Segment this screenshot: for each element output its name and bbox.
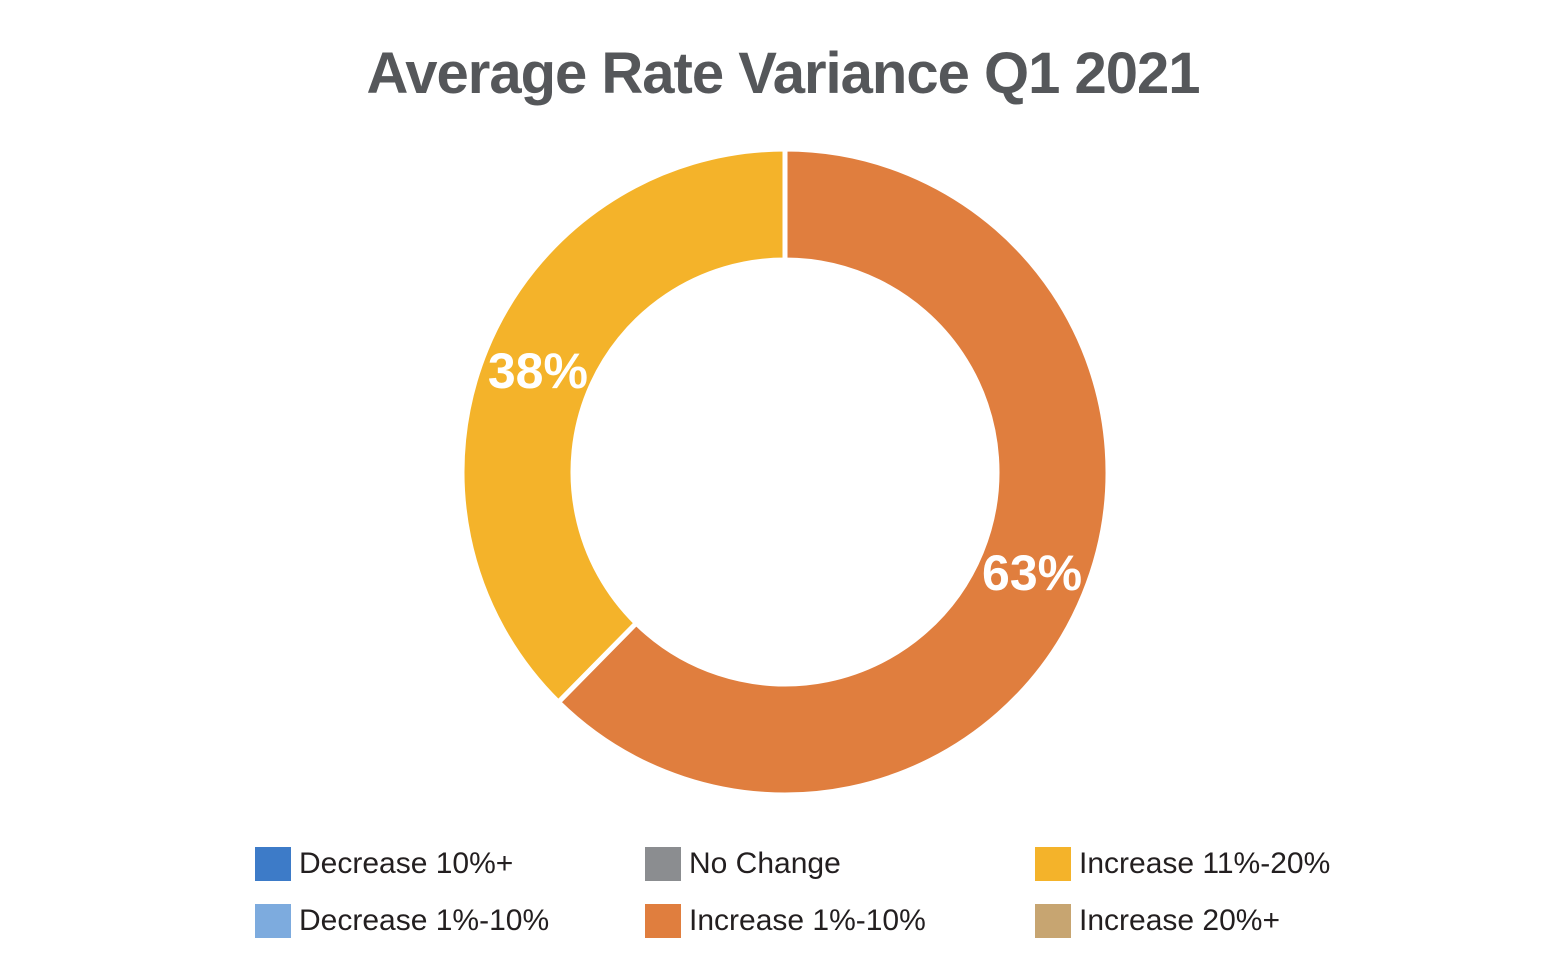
donut-slice-increase-1-10 [554,146,1111,798]
legend-label: Decrease 10%+ [299,847,514,880]
legend-item-increase-11-20: Increase 11%-20% [1035,846,1425,882]
legend-item-decrease-1-10: Decrease 1%-10% [255,903,645,939]
slice-percentage-label: 38% [488,343,588,399]
legend-label: Decrease 1%-10% [299,904,550,937]
legend-item-increase-20: Increase 20%+ [1035,903,1425,939]
legend-item-decrease-10: Decrease 10%+ [255,846,645,882]
legend-swatch-decrease-10 [255,847,291,881]
chart-legend: Decrease 10%+ Decrease 1%-10% No Change Inc… [255,846,1425,939]
legend-label: Increase 11%-20% [1079,847,1331,880]
legend-item-increase-1-10: Increase 1%-10% [645,903,1035,939]
donut-slice-increase-11-20 [459,146,788,706]
donut-chart: 63% 38% [459,146,1111,798]
legend-label: Increase 1%-10% [689,904,926,937]
legend-label: Increase 20%+ [1079,904,1280,937]
legend-swatch-no-change [645,847,681,881]
legend-item-no-change: No Change [645,846,1035,882]
slice-percentage-label: 63% [982,545,1082,601]
legend-label: No Change [689,847,841,880]
legend-swatch-increase-20 [1035,904,1071,938]
legend-swatch-increase-1-10 [645,904,681,938]
legend-swatch-increase-11-20 [1035,847,1071,881]
chart-title: Average Rate Variance Q1 2021 [366,41,1201,106]
legend-swatch-decrease-1-10 [255,904,291,938]
